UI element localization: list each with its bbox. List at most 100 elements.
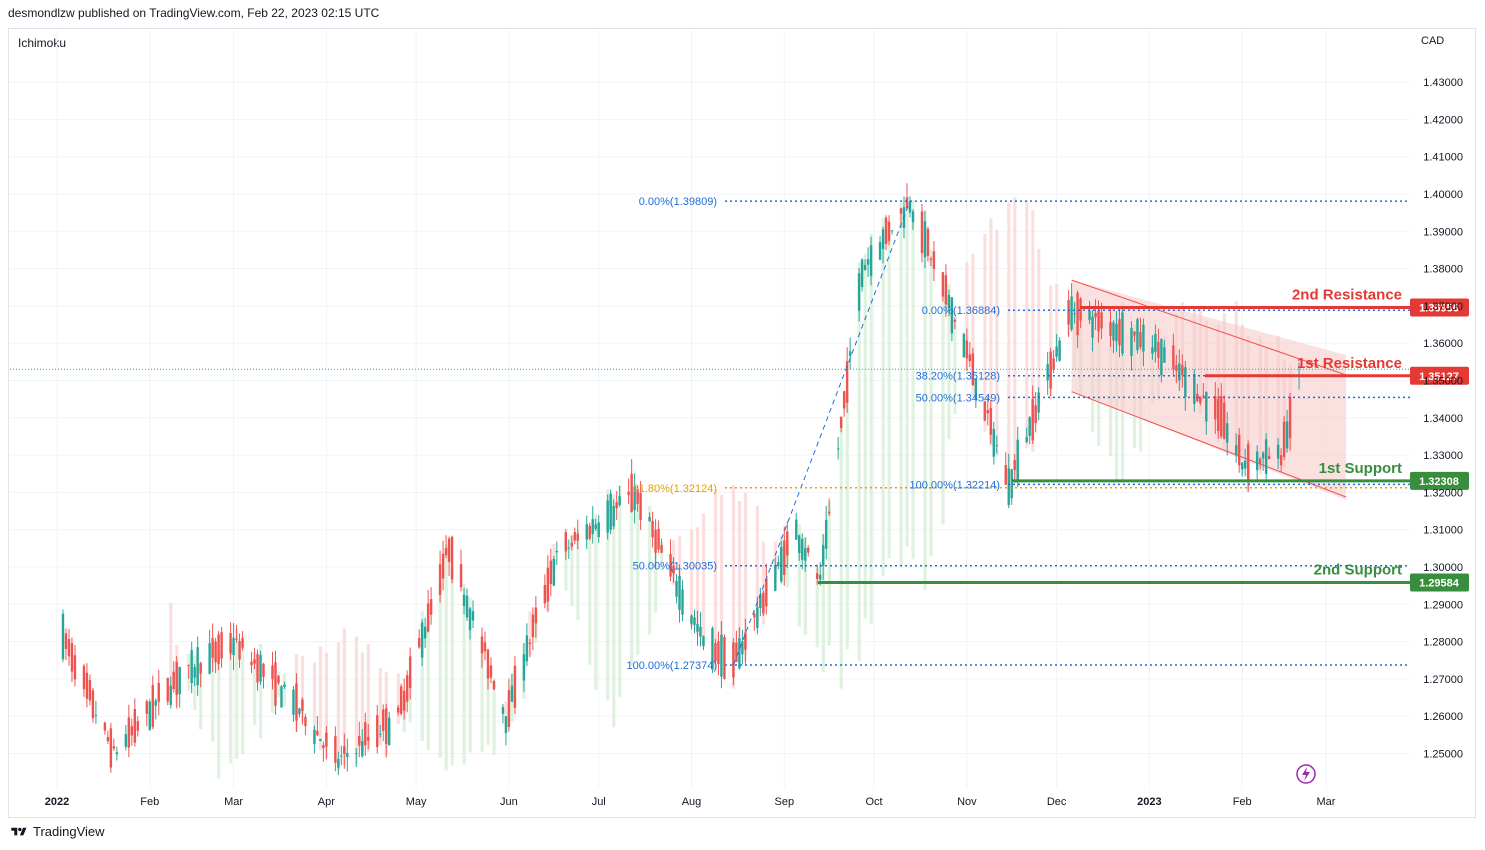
candle-body <box>1067 299 1070 325</box>
candle-body <box>172 671 175 690</box>
cloud-segment <box>504 701 508 728</box>
candles <box>61 183 1301 776</box>
candle-body <box>804 548 807 561</box>
y-tick-label: 1.25000 <box>1423 749 1463 761</box>
cloud-segment <box>217 652 221 779</box>
level-name-label: 1st Resistance <box>1297 355 1402 372</box>
candle-body <box>187 664 190 666</box>
footer-brand[interactable]: TradingView <box>10 824 105 839</box>
candle-body <box>1136 319 1139 351</box>
candle-body <box>1100 312 1103 329</box>
candle-body <box>744 632 747 650</box>
cloud-segment <box>887 229 891 559</box>
candle-body <box>857 273 861 311</box>
cloud-segment <box>324 652 329 758</box>
cloud-segment <box>995 229 999 457</box>
candle-body <box>630 473 633 513</box>
candle-body <box>277 675 280 683</box>
level-name-label: 2nd Resistance <box>1292 287 1402 304</box>
cloud-segment <box>564 540 568 591</box>
cloud-segment <box>492 677 496 756</box>
candle-body <box>669 554 672 577</box>
y-tick-label: 1.27000 <box>1423 674 1463 686</box>
candle-body <box>157 683 160 702</box>
candle-body <box>1235 445 1238 456</box>
candle-body <box>298 708 301 715</box>
candle-body <box>283 684 286 687</box>
candle-body <box>91 690 95 719</box>
candle-body <box>863 265 867 271</box>
candle-body <box>325 732 328 747</box>
y-tick-label: 1.34000 <box>1423 413 1463 425</box>
candle-body <box>657 528 660 550</box>
cloud-segment <box>342 628 347 766</box>
cloud-segment <box>719 494 724 646</box>
candle-body <box>1181 364 1184 375</box>
y-tick-label: 1.41000 <box>1423 152 1463 164</box>
candle-body <box>585 524 588 540</box>
candle-body <box>510 685 514 702</box>
candle-body <box>304 716 307 727</box>
candle-body <box>214 641 217 663</box>
lightning-icon-ring <box>1296 764 1316 784</box>
candle-body <box>358 735 361 746</box>
candle-body <box>1285 421 1289 449</box>
indicator-label[interactable]: Ichimoku <box>18 36 67 50</box>
price-tag-bg <box>1410 298 1469 317</box>
price-tag-bg <box>1410 471 1469 490</box>
candle-body <box>971 353 975 386</box>
cloud-segment <box>1049 285 1053 400</box>
candle-body <box>1202 395 1205 397</box>
cloud-segment <box>869 234 873 625</box>
candle-body <box>1016 439 1019 481</box>
y-tick-label: 1.33000 <box>1423 450 1463 462</box>
candle-body <box>316 730 319 736</box>
cloud-segment <box>660 541 664 571</box>
candle-body <box>699 626 702 637</box>
candle-body <box>555 550 559 553</box>
candle-body <box>199 663 202 674</box>
candle-body <box>777 562 780 567</box>
candle-body <box>821 545 825 566</box>
candle-body <box>504 716 508 733</box>
candle-body <box>735 642 738 662</box>
candle-body <box>1073 313 1076 315</box>
candle-body <box>845 361 849 403</box>
fib-level-label: 50.00%(1.34549) <box>916 392 1000 404</box>
lightning-icon[interactable] <box>1296 764 1316 784</box>
currency-label: CAD <box>1421 35 1445 47</box>
candle-body <box>899 208 903 214</box>
cloud-segment <box>1013 197 1017 482</box>
candle-body <box>1214 396 1217 420</box>
candle-body <box>232 637 235 656</box>
cloud-segment <box>1031 210 1035 452</box>
candle-body <box>816 573 819 579</box>
y-tick-label: 1.42000 <box>1423 114 1463 126</box>
candle-body <box>343 746 346 755</box>
cloud-segment <box>863 253 867 619</box>
candle-body <box>711 628 714 670</box>
fib-level-label: 38.20%(1.35128) <box>916 371 1000 383</box>
candle-body <box>1034 405 1037 424</box>
candle-body <box>690 615 693 624</box>
candle-body <box>860 259 864 288</box>
candle-body <box>801 538 804 560</box>
candle-body <box>322 745 325 748</box>
candle-body <box>376 715 379 748</box>
fib-level-label: 0.00%(1.36884) <box>922 305 1000 317</box>
candle-body <box>208 643 211 674</box>
candle-body <box>399 686 403 714</box>
candle-body <box>534 607 538 624</box>
candle-body <box>866 259 870 265</box>
candle-body <box>229 633 232 654</box>
cloud-segment <box>1037 248 1041 404</box>
x-tick-label: Apr <box>318 796 335 808</box>
candle-body <box>950 297 954 334</box>
candle-body <box>64 633 68 649</box>
candle-body <box>672 565 675 574</box>
candle-body <box>1258 458 1262 464</box>
cloud-segment <box>486 667 490 745</box>
cloud-segment <box>426 620 430 751</box>
candle-body <box>402 690 406 711</box>
